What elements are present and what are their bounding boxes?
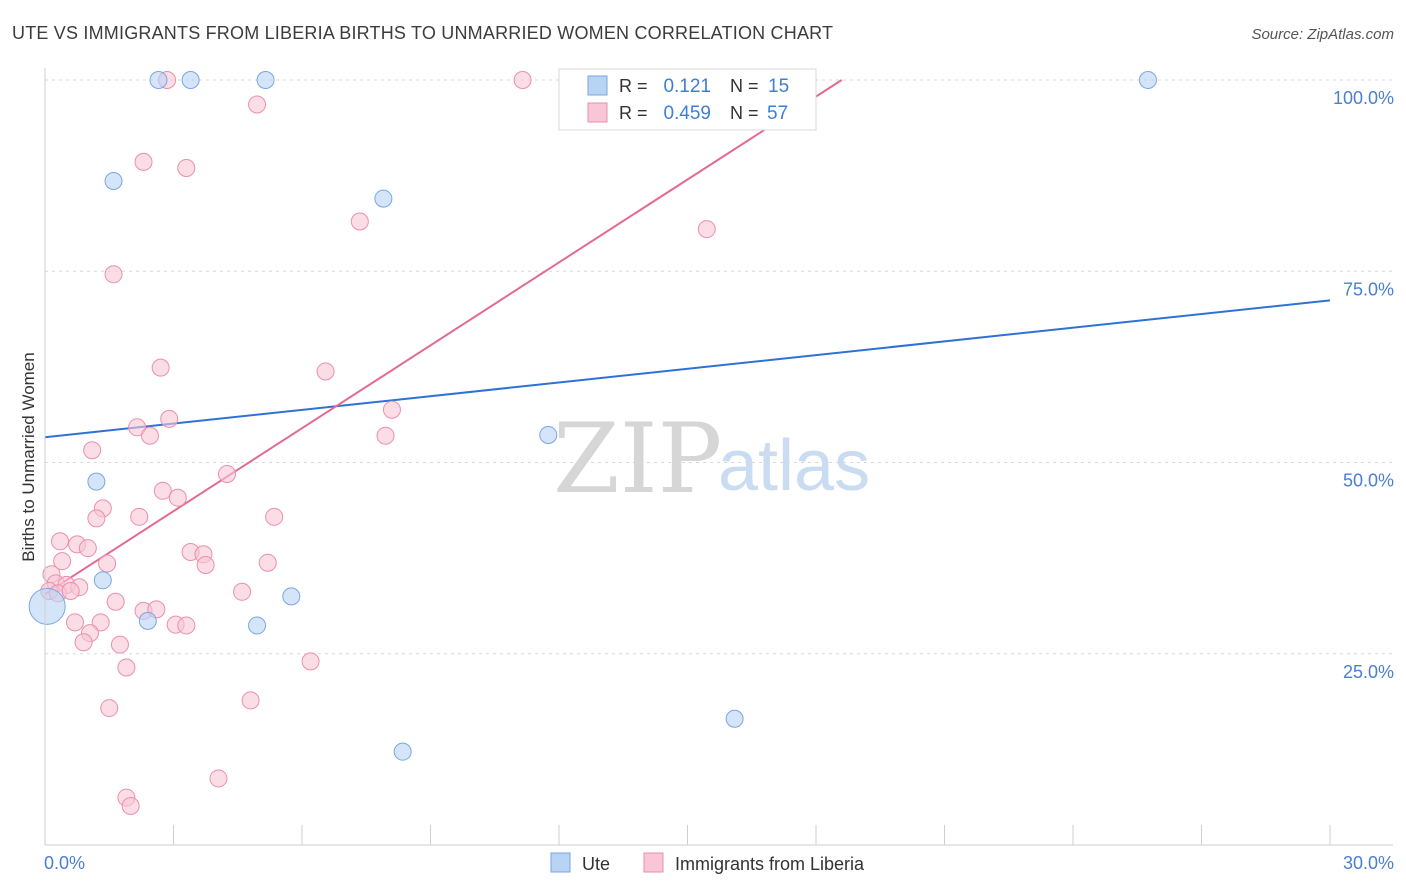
legend-ute-n-label: N = <box>730 76 759 96</box>
point-liberia-40 <box>106 592 125 611</box>
point-liberia-31 <box>258 553 277 572</box>
legend-ute-r-label: R = <box>619 76 648 96</box>
x-tick-labels: 0.0% 30.0% <box>44 853 1394 873</box>
point-liberia-43 <box>65 613 84 632</box>
legend-bottom: Ute Immigrants from Liberia <box>550 852 865 874</box>
point-liberia-28 <box>53 552 72 571</box>
point-ute-7 <box>87 472 106 491</box>
y-tick-label-25: 25.0% <box>1343 662 1394 682</box>
x-tick-label-30: 30.0% <box>1343 853 1394 873</box>
data-points <box>28 71 1157 815</box>
point-liberia-7 <box>104 265 123 284</box>
point-liberia-1 <box>513 71 532 89</box>
point-ute-12 <box>28 587 66 625</box>
point-ute-14 <box>393 742 412 761</box>
point-liberia-14 <box>376 426 395 445</box>
legend-liberia-r-value: 0.459 <box>663 103 711 124</box>
point-liberia-48 <box>74 633 93 652</box>
legend-bottom-ute: Ute <box>582 854 610 874</box>
point-liberia-16 <box>218 464 237 483</box>
point-liberia-30 <box>196 556 215 575</box>
point-liberia-18 <box>168 488 187 507</box>
point-liberia-12 <box>128 418 147 437</box>
point-liberia-39 <box>233 582 252 601</box>
watermark-atlas: atlas <box>718 426 870 506</box>
point-liberia-46 <box>177 616 196 635</box>
point-liberia-5 <box>350 212 369 231</box>
point-ute-5 <box>374 189 393 208</box>
chart-title: UTE VS IMMIGRANTS FROM LIBERIA BIRTHS TO… <box>12 23 833 43</box>
point-liberia-17 <box>153 481 172 500</box>
y-axis-title: Births to Unmarried Women <box>19 352 38 561</box>
legend-liberia-n-value: 57 <box>767 103 788 124</box>
legend-liberia-n-label: N = <box>730 103 759 123</box>
point-ute-2 <box>256 71 275 89</box>
point-liberia-56 <box>121 796 140 815</box>
point-liberia-23 <box>50 532 69 551</box>
legend-swatch-ute <box>587 75 608 96</box>
legend-bottom-liberia: Immigrants from Liberia <box>675 854 865 874</box>
point-liberia-10 <box>160 409 179 428</box>
point-liberia-20 <box>87 509 106 528</box>
point-ute-9 <box>282 587 301 606</box>
x-tick-label-0: 0.0% <box>44 853 85 873</box>
point-liberia-21 <box>130 507 149 526</box>
point-liberia-50 <box>117 658 136 677</box>
point-liberia-51 <box>301 652 320 671</box>
point-ute-8 <box>93 571 112 590</box>
point-liberia-11 <box>382 400 401 419</box>
y-tick-labels: 25.0% 50.0% 75.0% 100.0% <box>1333 88 1394 682</box>
x-ticks <box>44 825 1331 845</box>
point-liberia-4 <box>177 158 196 177</box>
point-liberia-25 <box>78 539 97 558</box>
legend-bottom-swatch-ute <box>550 852 571 873</box>
point-liberia-22 <box>265 507 284 526</box>
point-ute-1 <box>181 71 200 89</box>
point-liberia-2 <box>248 95 267 114</box>
point-ute-10 <box>138 611 157 630</box>
point-liberia-8 <box>151 358 170 377</box>
y-tick-label-100: 100.0% <box>1333 88 1394 108</box>
y-tick-label-50: 50.0% <box>1343 471 1394 491</box>
trendline-ute <box>44 299 1331 439</box>
watermark: ZIP atlas <box>553 403 870 515</box>
point-liberia-3 <box>134 152 153 171</box>
axes <box>44 68 1393 846</box>
point-liberia-49 <box>110 635 129 654</box>
legend-swatch-liberia <box>587 102 608 123</box>
point-liberia-44 <box>91 613 110 632</box>
point-liberia-54 <box>209 769 228 788</box>
point-liberia-52 <box>241 691 260 710</box>
y-tick-label-75: 75.0% <box>1343 279 1394 299</box>
point-liberia-53 <box>100 699 119 718</box>
legend-bottom-swatch-liberia <box>643 852 664 873</box>
point-liberia-38 <box>61 582 80 601</box>
point-ute-0 <box>149 71 168 89</box>
legend-liberia-r-label: R = <box>619 103 648 123</box>
point-liberia-6 <box>697 220 716 239</box>
legend-top: R = 0.121 N = 15 R = 0.459 N = 57 <box>558 68 817 131</box>
point-ute-13 <box>725 709 744 728</box>
legend-ute-n-value: 15 <box>768 76 789 97</box>
point-liberia-29 <box>98 554 117 573</box>
point-ute-11 <box>248 616 267 635</box>
chart-source: Source: ZipAtlas.com <box>1251 26 1394 43</box>
point-liberia-15 <box>83 441 102 460</box>
point-liberia-9 <box>316 362 335 381</box>
grid <box>45 79 1393 655</box>
point-ute-4 <box>104 171 123 190</box>
point-ute-3 <box>1138 71 1157 89</box>
legend-ute-r-value: 0.121 <box>663 76 711 97</box>
trendline-liberia <box>44 79 843 595</box>
point-ute-6 <box>539 425 558 444</box>
point-liberia-13 <box>140 426 159 445</box>
trendlines <box>44 79 1331 595</box>
watermark-zip: ZIP <box>553 403 722 515</box>
